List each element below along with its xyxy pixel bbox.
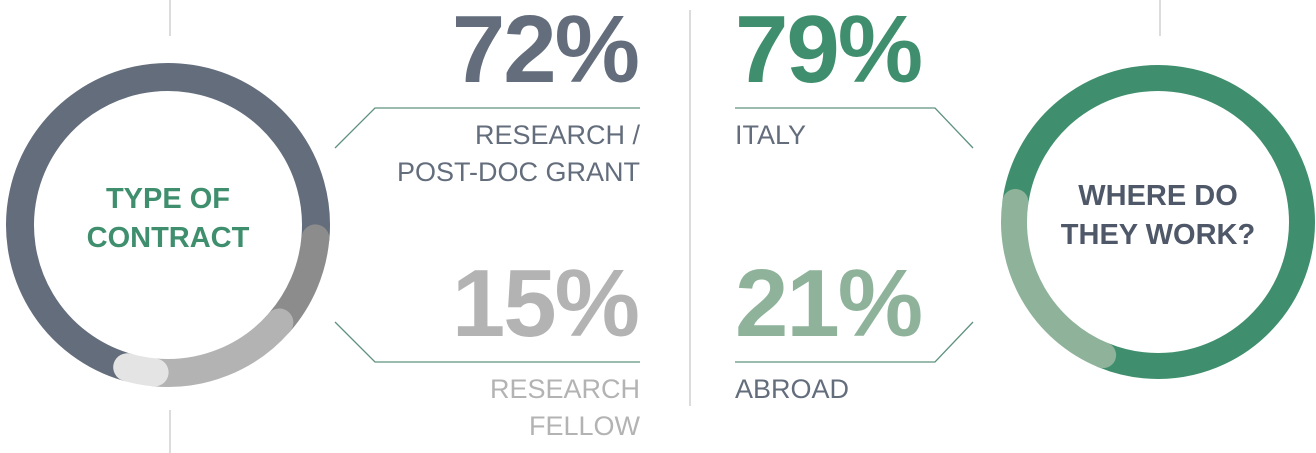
bracket [735,321,974,363]
donut-segment [6,63,330,382]
donut-segment [1002,65,1315,379]
category-label: ITALY [735,120,806,150]
percent-label: 72% [452,0,638,103]
category-label: RESEARCH [490,374,640,404]
donut-segment [140,308,294,387]
bracket [334,107,640,149]
category-label: FELLOW [529,411,641,441]
donut-title: CONTRACT [87,222,250,254]
category-label: ABROAD [735,374,849,404]
donut-title: THEY WORK? [1061,219,1255,251]
percent-label: 79% [735,0,921,103]
percent-label: 15% [452,250,638,357]
donut-title: WHERE DO [1078,180,1238,212]
category-label: RESEARCH / [475,120,641,150]
percent-label: 21% [735,250,921,357]
bracket [334,321,640,363]
donut-title: TYPE OF [106,183,230,215]
category-label: POST-DOC GRANT [397,157,640,187]
donut-segment [113,353,169,387]
donut-segment [1001,188,1117,369]
bracket [735,107,974,149]
